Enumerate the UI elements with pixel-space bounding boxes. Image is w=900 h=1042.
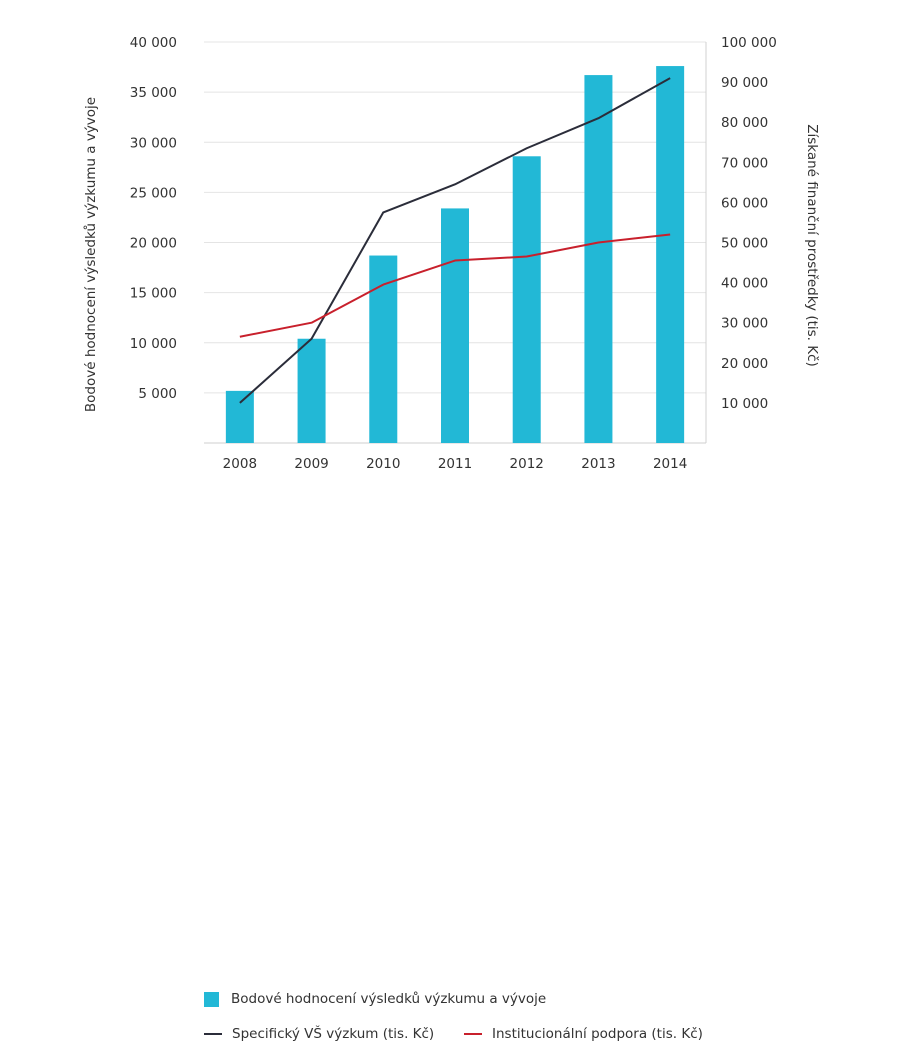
- x-tick-label: 2011: [438, 456, 472, 472]
- legend-label-institutional: Institucionální podpora (tis. Kč): [492, 1026, 703, 1042]
- x-tick-label: 2008: [223, 456, 257, 472]
- y2-tick-label: 10 000: [721, 396, 768, 412]
- bar: [369, 255, 398, 443]
- x-tick-label: 2014: [653, 456, 687, 472]
- legend-label-specific: Specifický VŠ výzkum (tis. Kč): [232, 1026, 435, 1042]
- y2-tick-label: 80 000: [721, 115, 768, 131]
- y2-tick-label: 30 000: [721, 316, 768, 332]
- bar: [225, 390, 254, 443]
- bar: [512, 156, 541, 443]
- y-tick-label: 35 000: [130, 85, 177, 101]
- y-axis-title: Bodové hodnocení výsledků výzkumu a vývo…: [83, 97, 99, 412]
- x-tick-label: 2012: [510, 456, 544, 472]
- y-tick-label: 5 000: [138, 386, 177, 402]
- y2-tick-label: 60 000: [721, 195, 768, 211]
- legend-item-institutional: Institucionální podpora (tis. Kč): [464, 1026, 703, 1042]
- y-tick-label: 40 000: [130, 35, 177, 51]
- legend-item-specific: Specifický VŠ výzkum (tis. Kč): [204, 1026, 434, 1042]
- chart-canvas: 5 000 10 000 15 000 20 000 25 000 30 000 35 00…: [83, 35, 820, 472]
- y-tick-label: 20 000: [130, 236, 177, 252]
- y2-axis-title: Získané finanční prostředky (tis. Kč): [804, 124, 820, 367]
- y-tick-label: 30 000: [130, 135, 177, 151]
- y2-tick-label: 100 000: [721, 35, 777, 51]
- y2-tick-label: 20 000: [721, 356, 768, 372]
- bar: [297, 338, 326, 443]
- series-line-institutional: [239, 233, 671, 338]
- legend-swatch-specific: [204, 1033, 222, 1035]
- y-tick-label: 10 000: [130, 336, 177, 352]
- y2-tick-label: 90 000: [721, 75, 768, 91]
- bar: [441, 208, 469, 443]
- x-tick-label: 2009: [294, 456, 328, 472]
- x-tick-label: 2010: [366, 456, 400, 472]
- legend-swatch-institutional: [464, 1033, 482, 1035]
- series-line-specific: [239, 77, 671, 404]
- legend-swatch-bar: [204, 991, 219, 1007]
- bar: [584, 75, 613, 444]
- legend-label-bar: Bodové hodnocení výsledků výzkumu a vývo…: [231, 991, 547, 1007]
- y2-tick-label: 50 000: [721, 236, 768, 252]
- combo-chart: 5 000 10 000 15 000 20 000 25 000 30 000 35 00…: [83, 35, 820, 1042]
- bar: [656, 66, 685, 443]
- x-tick-label: 2013: [581, 456, 615, 472]
- y2-tick-label: 40 000: [721, 276, 768, 292]
- y-tick-label: 25 000: [130, 185, 177, 201]
- y-tick-label: 15 000: [130, 286, 177, 302]
- y2-tick-label: 70 000: [721, 155, 768, 171]
- legend-item-bar: Bodové hodnocení výsledků výzkumu a vývo…: [204, 991, 546, 1007]
